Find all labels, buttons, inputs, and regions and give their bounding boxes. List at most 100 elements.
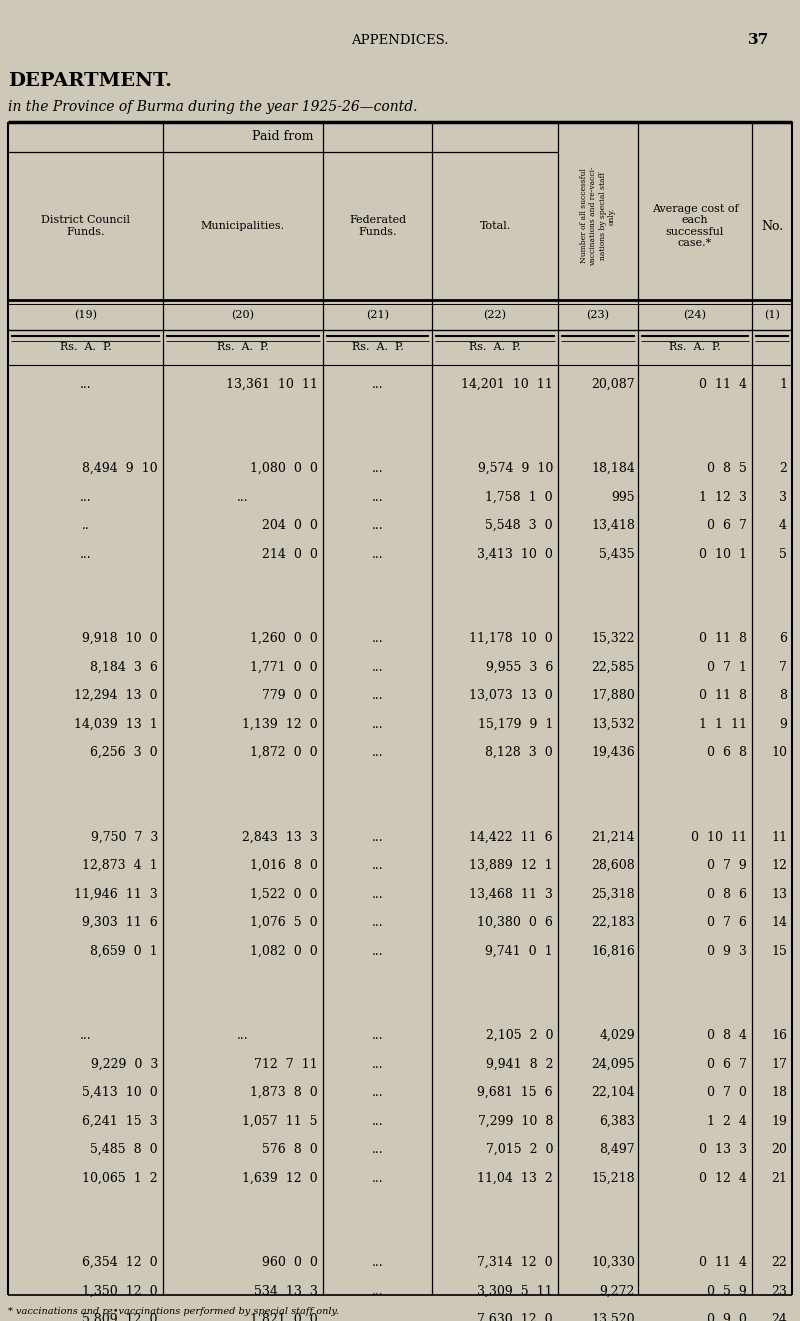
- Text: ...: ...: [372, 660, 383, 674]
- Text: 9,750  7  3: 9,750 7 3: [90, 831, 158, 844]
- Text: 9,941  8  2: 9,941 8 2: [486, 1058, 553, 1071]
- Text: 7,299  10  8: 7,299 10 8: [478, 1115, 553, 1128]
- Text: 6,256  3  0: 6,256 3 0: [90, 746, 158, 760]
- Text: 13,889  12  1: 13,889 12 1: [470, 859, 553, 872]
- Text: 14,422  11  6: 14,422 11 6: [470, 831, 553, 844]
- Text: 0  7  1: 0 7 1: [707, 660, 747, 674]
- Text: (24): (24): [683, 310, 706, 320]
- Text: 11,946  11  3: 11,946 11 3: [74, 888, 158, 901]
- Text: 9,955  3  6: 9,955 3 6: [486, 660, 553, 674]
- Text: Rs.  A.  P.: Rs. A. P.: [352, 342, 403, 353]
- Text: 0  5  9: 0 5 9: [707, 1285, 747, 1297]
- Text: No.: No.: [761, 219, 783, 232]
- Text: 0  11  8: 0 11 8: [699, 633, 747, 645]
- Text: 23: 23: [771, 1285, 787, 1297]
- Text: (20): (20): [231, 310, 254, 320]
- Text: 0  6  7: 0 6 7: [707, 1058, 747, 1071]
- Text: 2: 2: [779, 462, 787, 476]
- Text: 779  0  0: 779 0 0: [262, 690, 318, 703]
- Text: 15,218: 15,218: [591, 1172, 635, 1185]
- Text: 22: 22: [771, 1256, 787, 1269]
- Text: 0  10  1: 0 10 1: [699, 548, 747, 560]
- Text: Rs.  A.  P.: Rs. A. P.: [469, 342, 521, 353]
- Text: ...: ...: [372, 1143, 383, 1156]
- Text: 0  11  4: 0 11 4: [699, 378, 747, 391]
- Text: 1: 1: [779, 378, 787, 391]
- Text: 5,809  12  0: 5,809 12 0: [82, 1313, 158, 1321]
- Text: ...: ...: [237, 490, 249, 503]
- Text: 15,179  9  1: 15,179 9 1: [478, 717, 553, 731]
- Text: ...: ...: [372, 633, 383, 645]
- Text: Number of all successful
vaccinations and re-vacci-
nations by special staff
onl: Number of all successful vaccinations an…: [580, 166, 616, 266]
- Text: 3,413  10  0: 3,413 10 0: [477, 548, 553, 560]
- Text: 5,435: 5,435: [599, 548, 635, 560]
- Text: 4: 4: [779, 519, 787, 532]
- Text: ...: ...: [80, 1029, 91, 1042]
- Text: 11,​04  13  2: 11,​04 13 2: [478, 1172, 553, 1185]
- Text: ...: ...: [372, 1313, 383, 1321]
- Text: 13,361  10  11: 13,361 10 11: [226, 378, 318, 391]
- Text: 5,413  10  0: 5,413 10 0: [82, 1086, 158, 1099]
- Text: 37: 37: [748, 33, 770, 48]
- Text: 2,105  2  0: 2,105 2 0: [486, 1029, 553, 1042]
- Text: 534  13  3: 534 13 3: [254, 1285, 318, 1297]
- Text: 1,260  0  0: 1,260 0 0: [250, 633, 318, 645]
- Text: APPENDICES.: APPENDICES.: [351, 33, 449, 46]
- Text: * vaccinations and re•vaccinations performed by special staff only.: * vaccinations and re•vaccinations perfo…: [8, 1306, 339, 1316]
- Text: 7,630  12  0: 7,630 12 0: [478, 1313, 553, 1321]
- Text: 22,183: 22,183: [591, 917, 635, 929]
- Text: ...: ...: [372, 690, 383, 703]
- Text: 21: 21: [771, 1172, 787, 1185]
- Text: 9,229  0  3: 9,229 0 3: [90, 1058, 158, 1071]
- Text: 25,318: 25,318: [591, 888, 635, 901]
- Text: Rs.  A.  P.: Rs. A. P.: [217, 342, 269, 353]
- Text: ...: ...: [372, 548, 383, 560]
- Text: (21): (21): [366, 310, 389, 320]
- Text: 0  8  4: 0 8 4: [707, 1029, 747, 1042]
- Text: 14: 14: [771, 917, 787, 929]
- Text: (1): (1): [764, 310, 780, 320]
- Text: Total.: Total.: [479, 221, 510, 231]
- Text: 1,758  1  0: 1,758 1 0: [486, 490, 553, 503]
- Text: ...: ...: [372, 831, 383, 844]
- Text: 9,741  0  1: 9,741 0 1: [486, 945, 553, 958]
- Text: ...: ...: [372, 917, 383, 929]
- Text: 4,029: 4,029: [599, 1029, 635, 1042]
- Text: Rs.  A.  P.: Rs. A. P.: [669, 342, 721, 353]
- Text: 1,057  11  5: 1,057 11 5: [242, 1115, 318, 1128]
- Text: 7,015  2  0: 7,015 2 0: [486, 1143, 553, 1156]
- Text: 1,016  8  0: 1,016 8 0: [250, 859, 318, 872]
- Text: 0  11  4: 0 11 4: [699, 1256, 747, 1269]
- Text: 0  7  0: 0 7 0: [707, 1086, 747, 1099]
- Text: 0  13  3: 0 13 3: [699, 1143, 747, 1156]
- Text: ..: ..: [82, 519, 90, 532]
- Text: ...: ...: [372, 1115, 383, 1128]
- Text: 17: 17: [771, 1058, 787, 1071]
- Text: 9: 9: [779, 717, 787, 731]
- Text: 0  6  7: 0 6 7: [707, 519, 747, 532]
- Text: Average cost of
each
successful
case.*: Average cost of each successful case.*: [652, 203, 738, 248]
- Text: ...: ...: [372, 1029, 383, 1042]
- Text: 13,468  11  3: 13,468 11 3: [469, 888, 553, 901]
- Text: 0  8  6: 0 8 6: [707, 888, 747, 901]
- Text: District Council
Funds.: District Council Funds.: [41, 215, 130, 236]
- Text: 24: 24: [771, 1313, 787, 1321]
- Text: 8,497: 8,497: [599, 1143, 635, 1156]
- Text: 24,095: 24,095: [591, 1058, 635, 1071]
- Text: 13,418: 13,418: [591, 519, 635, 532]
- Text: 11: 11: [771, 831, 787, 844]
- Text: 8,659  0  1: 8,659 0 1: [90, 945, 158, 958]
- Text: 17,880: 17,880: [591, 690, 635, 703]
- Text: 6,241  15  3: 6,241 15 3: [82, 1115, 158, 1128]
- Text: 6: 6: [779, 633, 787, 645]
- Text: 6,383: 6,383: [599, 1115, 635, 1128]
- Text: 0  9  0: 0 9 0: [707, 1313, 747, 1321]
- Text: ...: ...: [372, 519, 383, 532]
- Text: 18: 18: [771, 1086, 787, 1099]
- Text: 1,873  8  0: 1,873 8 0: [250, 1086, 318, 1099]
- Text: 995: 995: [611, 490, 635, 503]
- Text: 1,771  0  0: 1,771 0 0: [250, 660, 318, 674]
- Text: ...: ...: [372, 1058, 383, 1071]
- Text: 1,821  0  0: 1,821 0 0: [250, 1313, 318, 1321]
- Text: 7: 7: [779, 660, 787, 674]
